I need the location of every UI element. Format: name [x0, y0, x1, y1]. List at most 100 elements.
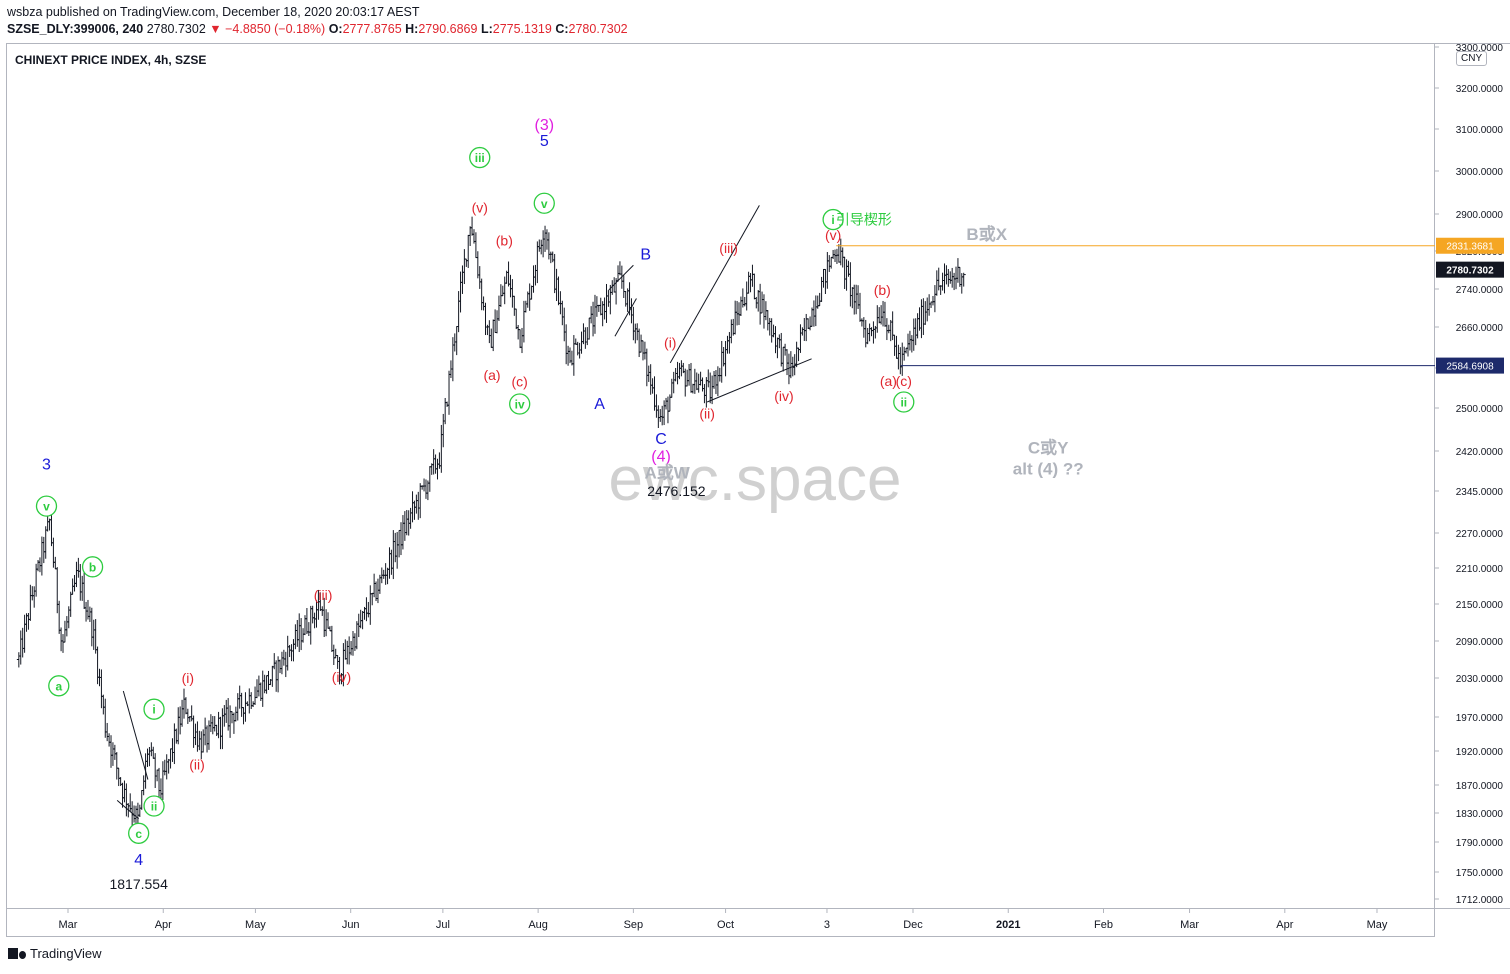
- wave-label-circle: [81, 556, 104, 578]
- price-tick-label: 2270.0000: [1456, 529, 1504, 540]
- time-tick-label: May: [245, 919, 266, 931]
- wave-label: ii: [900, 396, 907, 410]
- wave-label: (b): [874, 282, 891, 298]
- wave-label: (4): [651, 448, 671, 465]
- price-tick-label: 1920.0000: [1456, 747, 1504, 758]
- time-tick-label: 3: [824, 919, 830, 931]
- wave-label: i: [152, 703, 155, 717]
- watermark: ewc.space: [609, 445, 902, 514]
- high-value: 2790.6869: [418, 22, 478, 36]
- price-tick-label: 3100.0000: [1456, 125, 1504, 136]
- price-tick-label: 3000.0000: [1456, 167, 1504, 178]
- wave-label: (iv): [332, 669, 351, 685]
- price-tick-label: 2740.0000: [1456, 285, 1504, 296]
- down-arrow-icon: ▼: [209, 22, 222, 36]
- time-tick-label: Feb: [1094, 919, 1113, 931]
- close-value: 2780.7302: [568, 22, 628, 36]
- wave-label: 1817.554: [109, 876, 168, 892]
- wave-label-circle: [35, 495, 58, 517]
- wave-label: (v): [472, 200, 488, 216]
- price-tick-label: 3300.0000: [1456, 43, 1504, 54]
- wave-label: A: [594, 396, 605, 413]
- open-label: O:: [328, 22, 343, 36]
- wave-label: a: [55, 679, 62, 693]
- level-price-label: 2584.6908: [1446, 362, 1494, 373]
- last-price: 2780.7302: [146, 22, 206, 36]
- time-tick-label: Dec: [903, 919, 923, 931]
- time-tick-label: Mar: [1180, 919, 1199, 931]
- level-price-tag: [1436, 237, 1504, 254]
- wave-label: b: [89, 560, 96, 574]
- price-tick-label: 2900.0000: [1456, 210, 1504, 221]
- wave-label-circle: [822, 208, 844, 231]
- wave-label: 2476.152: [647, 483, 706, 499]
- currency-badge[interactable]: CNY: [1456, 51, 1488, 66]
- price-tick-label: 1870.0000: [1456, 781, 1504, 792]
- trendline: [122, 690, 149, 780]
- wave-label: C: [655, 431, 667, 448]
- wave-label: 引导楔形: [836, 212, 892, 228]
- price-tick-label: 2210.0000: [1456, 564, 1504, 575]
- chart-title: CHINEXT PRICE INDEX, 4h, SZSE: [15, 53, 206, 67]
- wave-label: (i): [664, 334, 676, 350]
- level-price-label: 2831.3681: [1446, 242, 1494, 253]
- wave-label: (v): [825, 227, 841, 243]
- price-tick-label: 2660.0000: [1456, 323, 1504, 334]
- trendline: [608, 264, 634, 291]
- trendline: [614, 298, 637, 337]
- close-label: C:: [555, 22, 569, 36]
- time-axis[interactable]: [6, 909, 1435, 937]
- wave-label: (3): [534, 117, 554, 134]
- trendline: [116, 800, 139, 820]
- price-tick-label: 2420.0000: [1456, 447, 1504, 458]
- price-tick-label: 2030.0000: [1456, 674, 1504, 685]
- time-tick-label: Jul: [436, 919, 450, 931]
- low-value: 2775.1319: [492, 22, 552, 36]
- price-change: −4.8850 (−0.18%): [225, 22, 326, 36]
- tradingview-mark-icon: [8, 948, 26, 959]
- wave-label: (a): [483, 367, 500, 383]
- price-tick-label: 2500.0000: [1456, 404, 1504, 415]
- trendline: [706, 358, 812, 403]
- wave-label-circle: [143, 698, 165, 720]
- price-tick-label: 2345.0000: [1456, 487, 1504, 498]
- time-tick-label: Apr: [155, 919, 172, 931]
- trendline: [669, 205, 760, 364]
- wave-label: 4: [134, 852, 143, 869]
- wave-label-circle: [893, 391, 915, 413]
- price-axis[interactable]: [1435, 43, 1510, 909]
- plot-area[interactable]: [6, 43, 1435, 909]
- ohlc-legend: SZSE_DLY:399006, 240 2780.7302 ▼ −4.8850…: [7, 22, 628, 36]
- wave-label: v: [541, 197, 548, 211]
- wave-label: (iii): [719, 240, 738, 256]
- time-tick-label: May: [1367, 919, 1388, 931]
- publish-line: wsbza published on TradingView.com, Dece…: [7, 5, 420, 19]
- wave-label: c: [135, 827, 142, 841]
- wave-label: (b): [496, 232, 513, 248]
- time-tick-label: Mar: [59, 919, 78, 931]
- wave-label: B: [640, 246, 651, 263]
- wave-label: (ii): [699, 405, 715, 421]
- wave-label-circle: [128, 822, 150, 844]
- wave-label: (i): [182, 670, 194, 686]
- price-tick-label: 1712.0000: [1456, 895, 1504, 906]
- wave-label: (c): [896, 373, 912, 389]
- wave-label: (a): [880, 373, 897, 389]
- price-tick-label: 2150.0000: [1456, 600, 1504, 611]
- price-tick-label: 1830.0000: [1456, 809, 1504, 820]
- open-value: 2777.8765: [342, 22, 402, 36]
- price-tick-label: 1790.0000: [1456, 838, 1504, 849]
- time-tick-label: Aug: [528, 919, 548, 931]
- low-label: L:: [480, 22, 493, 36]
- tradingview-logo[interactable]: TradingView: [8, 946, 102, 961]
- symbol-label[interactable]: SZSE_DLY:399006, 240: [7, 22, 144, 36]
- wave-label: alt (4) ??: [1013, 460, 1084, 479]
- time-tick-label: Sep: [624, 919, 644, 931]
- wave-label: iv: [515, 398, 525, 412]
- wave-label-circle: [533, 192, 555, 214]
- time-tick-label: 2021: [996, 919, 1020, 931]
- wave-label: v: [43, 500, 50, 514]
- tradingview-brand: TradingView: [30, 946, 102, 961]
- wave-label: (c): [512, 374, 528, 390]
- time-tick-label: Oct: [717, 919, 734, 931]
